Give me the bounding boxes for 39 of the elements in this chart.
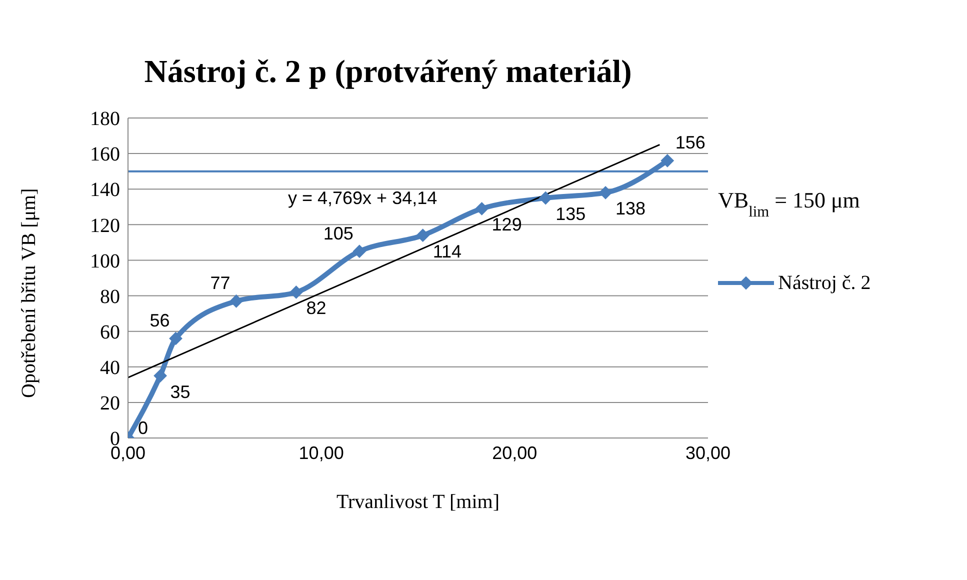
y-axis-title: Opotřebení břitu VB [μm] [18,188,40,398]
point [416,228,430,242]
point [290,286,303,299]
y-tick-label: 140 [90,179,120,202]
data-label: 82 [306,298,326,318]
annotation: y = 4,769x + 34,14 [288,188,438,209]
y-tick-label: 20 [100,392,120,415]
chart-title: Nástroj č. 2 p (protvářený materiál) [143,53,633,90]
data-label: 56 [150,310,170,330]
data-label: 35 [170,382,190,402]
x-tick-label: 20,00 [492,442,538,463]
y-tick-label: 100 [90,250,120,272]
x-tick-label: 30,00 [685,442,731,463]
point [539,192,552,204]
point [475,202,488,216]
data-label: 135 [556,204,586,224]
legend-label: Nástroj č. 2 [778,272,871,294]
y-tick-label: 40 [100,356,120,379]
x-tick-label: 10,00 [298,442,344,463]
point [169,332,182,345]
ref-line-label: VB$_{lim}$ = 150 μm [718,187,860,220]
data-label: 138 [616,198,646,219]
data-label: 0 [138,418,148,438]
y-tick-label: 160 [90,144,120,166]
x-axis-title: Trvanlivost T [mim] [336,491,500,513]
data-label: 77 [210,273,230,294]
data-label: 129 [492,214,522,235]
point [660,154,674,168]
point [154,369,167,382]
y-tick-label: 80 [100,286,120,308]
point [352,244,366,258]
data-label: 105 [323,223,354,244]
data-label: 156 [675,132,706,153]
point [230,294,243,308]
y-tick-label: 180 [90,108,120,130]
y-tick-label: 60 [100,321,120,344]
y-tick-label: 120 [90,214,120,237]
data-label: 114 [432,241,462,262]
point [599,186,612,200]
